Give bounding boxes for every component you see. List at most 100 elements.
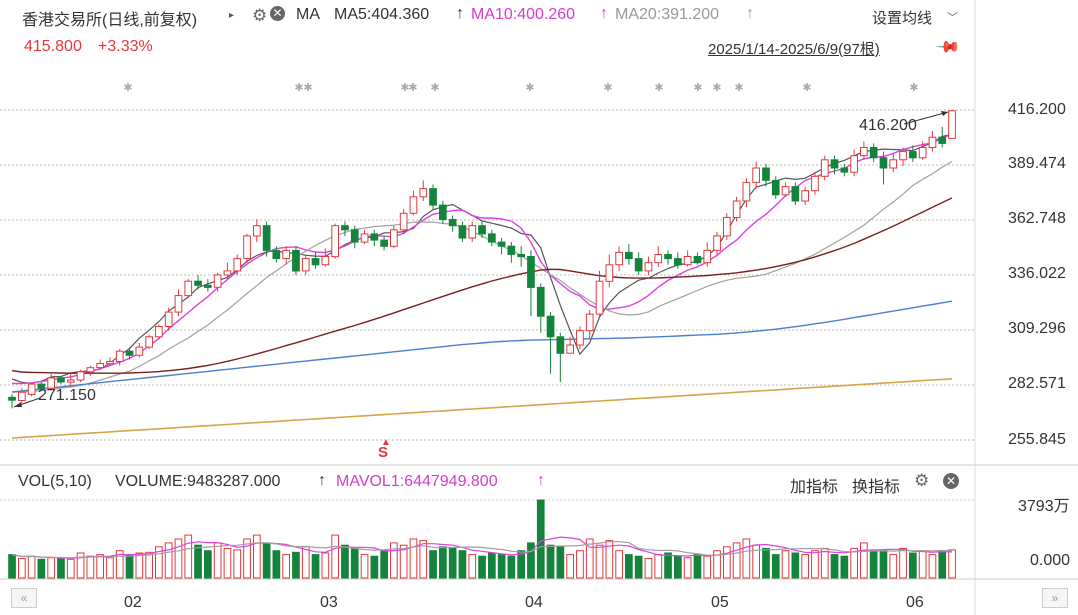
settings-button[interactable]: 设置均线 (872, 10, 933, 27)
vol-label: VOL(5,10) (18, 473, 92, 490)
volume-bar (948, 549, 956, 579)
candle-body (390, 229, 398, 247)
switch-indicator-button[interactable]: 换指标 (852, 479, 901, 496)
chevron-down-icon[interactable]: ﹀ (947, 12, 958, 24)
y-tick-label: 282.571 (1008, 375, 1066, 392)
volume-bar (233, 549, 242, 579)
volume-bar (204, 550, 212, 579)
candle-body (311, 258, 320, 266)
volume-bar (301, 546, 310, 579)
ma20-arrow-icon: ↑ (746, 5, 754, 22)
scroll-left-button[interactable]: « (11, 588, 37, 608)
close-icon[interactable]: ✕ (270, 6, 285, 21)
low-price-arrowhead (14, 402, 22, 407)
volume-bar (194, 544, 202, 579)
add-indicator-button[interactable]: 加指标 (790, 479, 839, 496)
candle-body (213, 274, 222, 288)
low-price-label: 271.150 (38, 387, 96, 404)
y-tick-label: 389.474 (1008, 155, 1066, 172)
volume-bar (674, 555, 682, 579)
candle-body (918, 147, 927, 159)
ma-line-ma60 (11, 197, 953, 374)
candle-body (380, 239, 388, 247)
volume-bar (683, 557, 692, 579)
event-marker-icon: ✱ (802, 81, 811, 94)
volume-bar (713, 550, 721, 579)
volume-bar (409, 538, 418, 579)
volume-bar (448, 547, 457, 579)
candle-body (155, 326, 163, 338)
ma10-value: MA10:400.260 (471, 6, 576, 23)
volume-bar (693, 554, 702, 579)
volume-bar (292, 551, 300, 579)
volume-bar (390, 542, 398, 579)
volume-value: VOLUME:9483287.000 (115, 473, 281, 490)
candle-body (948, 110, 956, 139)
gear-icon[interactable]: ⚙ (252, 6, 268, 25)
candle-body (674, 258, 682, 266)
y-tick-label: 255.845 (1008, 431, 1066, 448)
candle-body (204, 284, 212, 288)
candle-body (399, 212, 408, 231)
candle-body (194, 280, 202, 286)
volume-bar (909, 552, 917, 579)
event-marker-icon: ✱ (408, 81, 417, 94)
volume-bar (243, 538, 251, 579)
event-marker-icon: ✱ (603, 81, 612, 94)
volume-bar (86, 555, 95, 579)
volume-bar (223, 547, 232, 579)
indicator-gear-icon[interactable]: ⚙ (914, 471, 930, 490)
scroll-right-button[interactable]: » (1042, 588, 1068, 608)
y-tick-label: 309.296 (1008, 320, 1066, 337)
event-marker-icon: ✱ (303, 81, 312, 94)
triangle-right-icon[interactable]: ▸ (229, 10, 235, 21)
indicator-close-icon[interactable]: ✕ (943, 473, 959, 489)
volume-bar (135, 552, 144, 579)
candle-body (115, 350, 124, 363)
candle-body (429, 188, 437, 206)
volume-bar (615, 550, 623, 579)
volume-bar (918, 550, 927, 579)
candle-body (37, 383, 46, 389)
candle-body (752, 167, 760, 183)
volume-bar (536, 499, 545, 579)
candle-body (585, 313, 594, 332)
volume-bar (644, 558, 653, 579)
candle-body (478, 225, 486, 235)
sell-signal-marker[interactable]: S (378, 444, 389, 461)
volume-bar (155, 546, 163, 579)
ma-line-ma120 (11, 300, 953, 393)
event-marker-icon: ✱ (400, 81, 409, 94)
volume-bar (262, 542, 271, 579)
volume-bar (625, 554, 633, 579)
volume-bar (184, 534, 193, 579)
candle-body (546, 315, 555, 338)
volume-bar (488, 552, 496, 579)
volume-bar (380, 550, 388, 579)
candle-body (791, 186, 800, 202)
current-price: 415.800 (24, 38, 82, 55)
price-change: +3.33% (98, 38, 153, 55)
volume-bar (47, 557, 55, 579)
candle-body (47, 377, 55, 389)
date-range[interactable]: 2025/1/14-2025/6/9(97根) (708, 41, 880, 58)
candle-body (223, 270, 232, 276)
y-tick-label: 336.022 (1008, 265, 1066, 282)
volume-bar (546, 544, 555, 579)
candle-body (66, 379, 75, 383)
volume-bar (507, 555, 516, 579)
volume-arrow-icon: ↑ (318, 472, 326, 489)
volume-bar (820, 547, 829, 579)
volume-bar (840, 555, 849, 579)
instrument-title[interactable]: 香港交易所(日线,前复权) (22, 12, 198, 29)
volume-bar (213, 542, 222, 579)
volume-bar (860, 542, 868, 579)
candle-body (771, 179, 780, 196)
candle-body (713, 235, 721, 251)
x-tick-label: 02 (124, 594, 142, 611)
candle-body (928, 136, 937, 148)
candle-body (840, 167, 849, 173)
volume-bar (556, 546, 565, 579)
candle-body (243, 235, 251, 259)
